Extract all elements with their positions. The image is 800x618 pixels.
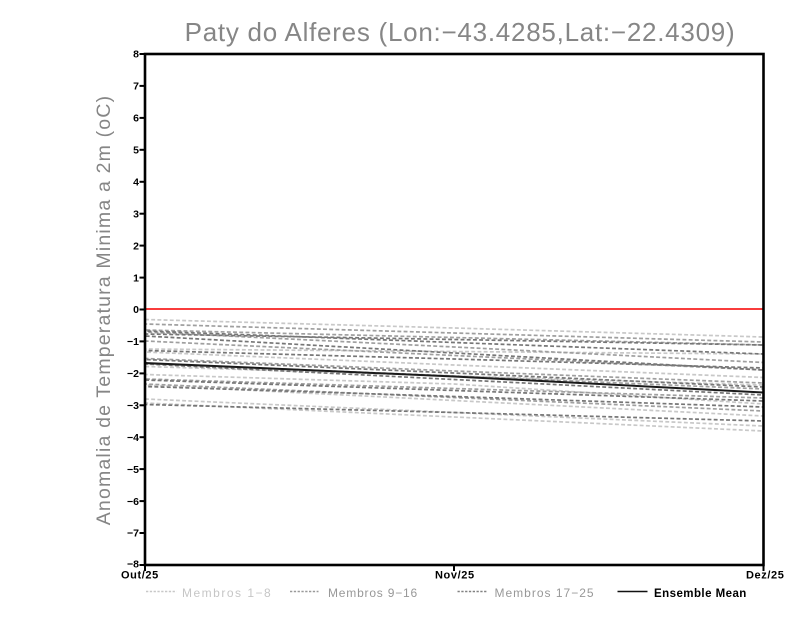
svg-text:7: 7 xyxy=(133,81,139,93)
svg-text:5: 5 xyxy=(133,145,139,157)
svg-text:Nov/25: Nov/25 xyxy=(435,570,475,582)
svg-text:−8: −8 xyxy=(127,559,139,571)
svg-text:1: 1 xyxy=(133,272,139,284)
svg-text:0: 0 xyxy=(133,304,139,316)
svg-text:−4: −4 xyxy=(127,432,139,444)
svg-text:Membros 9−16: Membros 9−16 xyxy=(328,586,418,600)
svg-text:Paty do Alferes (Lon:−43.4285,: Paty do Alferes (Lon:−43.4285,Lat:−22.43… xyxy=(185,17,736,47)
svg-text:−2: −2 xyxy=(127,368,139,380)
svg-text:Ensemble Mean: Ensemble Mean xyxy=(654,588,747,600)
svg-text:−3: −3 xyxy=(127,400,139,412)
svg-text:−5: −5 xyxy=(127,464,139,476)
svg-text:6: 6 xyxy=(133,113,139,125)
svg-text:3: 3 xyxy=(133,208,139,220)
svg-text:Membros 17−25: Membros 17−25 xyxy=(495,586,595,600)
svg-text:Anomalia de Temperatura Minima: Anomalia de Temperatura Minima a 2m (oC) xyxy=(93,95,115,526)
svg-text:Out/25: Out/25 xyxy=(121,570,159,582)
svg-text:8: 8 xyxy=(133,49,139,61)
svg-text:4: 4 xyxy=(133,177,139,189)
svg-text:−6: −6 xyxy=(127,496,139,508)
svg-text:Membros 1−8: Membros 1−8 xyxy=(182,586,272,600)
svg-text:−7: −7 xyxy=(127,528,139,540)
svg-text:Dez/25: Dez/25 xyxy=(746,570,784,582)
svg-text:2: 2 xyxy=(133,240,139,252)
svg-text:−1: −1 xyxy=(127,336,139,348)
